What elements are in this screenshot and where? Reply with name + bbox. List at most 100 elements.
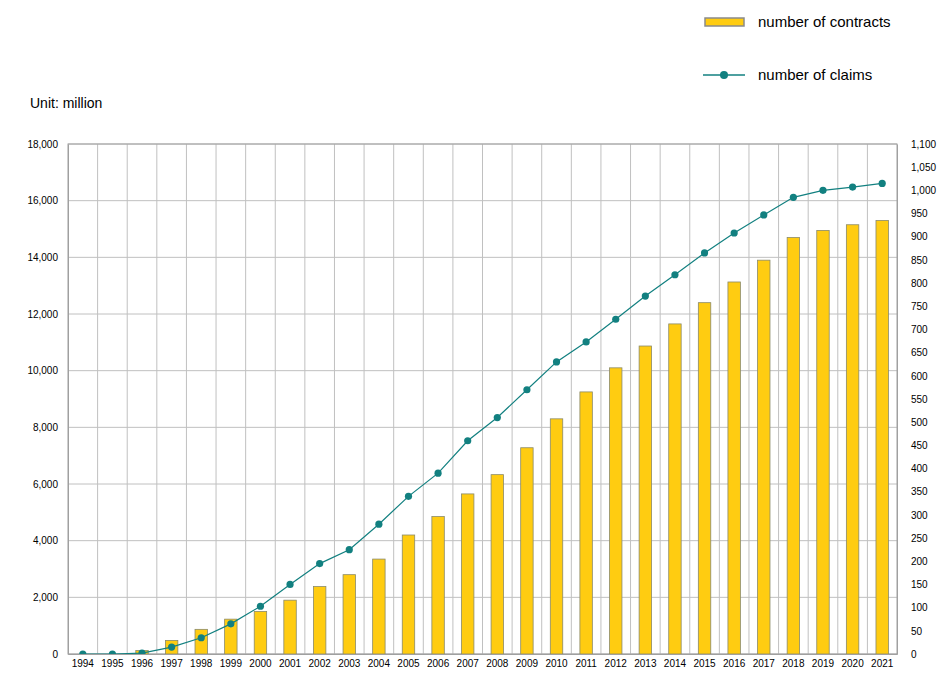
grid-line-x [393,144,394,654]
tick-label: 2021 [871,658,894,669]
grid-line-x [156,144,157,654]
marker [612,316,619,323]
grid-line-x [600,144,601,654]
tick: 900 [897,231,928,242]
bar [165,640,177,654]
tick-label: 2018 [782,658,805,669]
marker [168,643,175,650]
marker [819,187,826,194]
bar [432,517,444,654]
legend-label: number of contracts [758,13,891,30]
tick-label: 700 [911,324,928,335]
marker [523,386,530,393]
marker [434,470,441,477]
marker [346,546,353,553]
tick: 2002 [309,654,332,669]
tick-label: 350 [911,486,928,497]
tick-label: 800 [911,278,928,289]
tick: 2003 [338,654,361,669]
tick: 650 [897,347,928,358]
grid-line-x [808,144,809,654]
grid-line-x [778,144,779,654]
marker [286,581,293,588]
tick: 850 [897,255,928,266]
tick-label: 1997 [161,658,184,669]
tick: 1,100 [897,139,936,150]
axis-line [68,145,69,655]
marker [553,358,560,365]
tick: 2008 [486,654,509,669]
tick-label: 0 [52,649,58,660]
marker [494,414,501,421]
tick-label: 950 [911,208,928,219]
tick-label: 2002 [309,658,332,669]
tick: 2013 [634,654,657,669]
bar [373,559,385,654]
tick: 2017 [753,654,776,669]
grid-line-x [867,144,868,654]
tick-label: 650 [911,347,928,358]
x-axis: 1994199519961997199819992000200120022003… [69,654,898,669]
tick-label: 1,050 [911,162,936,173]
tick: 1997 [161,654,184,669]
tick: 1998 [190,654,213,669]
tick-label: 400 [911,463,928,474]
tick-label: 2014 [664,658,687,669]
bar [225,619,237,654]
grid-line-x [837,144,838,654]
tick: 1,000 [897,185,936,196]
tick-label: 2004 [368,658,391,669]
axis-line [69,654,898,655]
chart: 02,0004,0006,0008,00010,00012,00014,0001… [0,0,948,682]
tick-label: 2003 [338,658,361,669]
tick: 2014 [664,654,687,669]
bar [521,448,533,654]
bar [817,230,829,654]
bar [728,282,740,654]
tick: 100 [897,602,928,613]
tick: 2007 [457,654,480,669]
tick: 800 [897,278,928,289]
tick: 14,000 [27,252,68,263]
tick: 550 [897,394,928,405]
tick: 4,000 [33,535,68,546]
tick: 2,000 [33,592,68,603]
tick: 2021 [871,654,894,669]
tick: 1995 [101,654,124,669]
tick-label: 16,000 [27,195,58,206]
bar [669,324,681,654]
grid-line-x [748,144,749,654]
tick-label: 12,000 [27,309,58,320]
tick-label: 2009 [516,658,539,669]
bar [698,303,710,654]
legend: number of contractsnumber of claims [703,13,891,83]
bar-series [136,221,889,655]
tick-label: 2007 [457,658,480,669]
grid-line-x [186,144,187,654]
tick-label: 2012 [605,658,628,669]
bar [491,475,503,654]
tick-label: 50 [911,626,923,637]
tick-label: 2001 [279,658,302,669]
tick-label: 2013 [634,658,657,669]
tick-label: 2008 [486,658,509,669]
tick: 16,000 [27,195,68,206]
tick: 250 [897,533,928,544]
legend-swatch [705,18,744,26]
grid-line-x [452,144,453,654]
tick: 2009 [516,654,539,669]
tick-label: 200 [911,556,928,567]
tick: 2012 [605,654,628,669]
grid-line-x [275,144,276,654]
axis-line [897,145,898,655]
grid-line-x [334,144,335,654]
y2-axis: 0501001502002503003504004505005506006507… [897,139,936,660]
marker [79,650,86,654]
bar [402,535,414,654]
line [83,183,882,654]
tick-label: 2020 [841,658,864,669]
grid-line-x [423,144,424,654]
tick: 2019 [812,654,835,669]
bar [610,368,622,654]
tick: 700 [897,324,928,335]
